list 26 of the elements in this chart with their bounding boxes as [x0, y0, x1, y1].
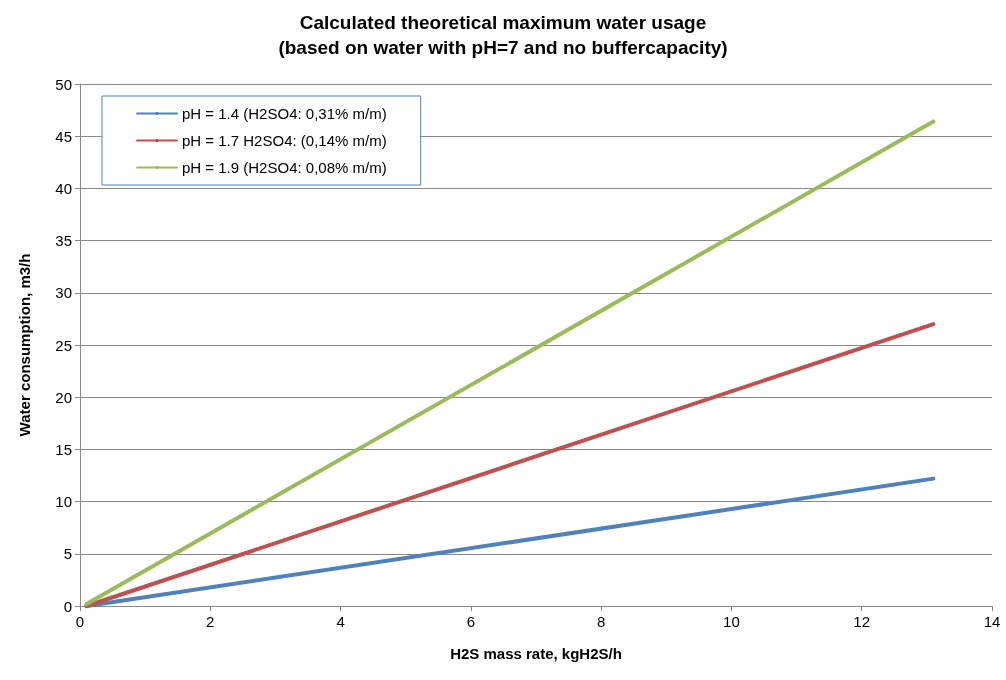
chart-title: Calculated theoretical maximum water usage: [299, 12, 707, 33]
x-tick-label: 0: [75, 613, 85, 630]
x-tick-label: 10: [723, 613, 740, 630]
y-tick-label: 20: [55, 388, 72, 406]
legend-label: pH = 1.9 (H2SO4: 0,08% m/m): [182, 159, 387, 176]
y-tick-label: 25: [55, 336, 72, 354]
y-tick-label: 10: [55, 493, 72, 511]
y-tick-label: 15: [55, 440, 72, 458]
x-tick-label: 8: [596, 613, 606, 630]
y-tick-label: 35: [55, 232, 72, 250]
legend-label: pH = 1.7 H2SO4: (0,14% m/m): [182, 132, 387, 149]
x-tick-label: 14: [983, 613, 1001, 630]
x-tick-label: 2: [206, 613, 215, 630]
x-tick-label: 12: [853, 613, 871, 630]
y-axis-title: Water consumption, m3/h: [16, 253, 33, 437]
y-tick-label: 30: [55, 284, 72, 302]
y-tick-label: 0: [63, 597, 72, 615]
y-tick-label: 40: [55, 179, 72, 197]
x-axis-title: H2S mass rate, kgH2S/h: [450, 645, 622, 662]
chart-subtitle: (based on water with pH=7 and no buffercapacity): [278, 37, 728, 58]
legend-label: pH = 1.4 (H2SO4: 0,31% m/m): [182, 105, 387, 122]
x-tick-label: 4: [336, 613, 345, 630]
y-tick-label: 5: [63, 545, 72, 563]
y-tick-label: 45: [55, 127, 72, 145]
y-tick-label: 50: [55, 75, 72, 93]
x-tick-label: 6: [466, 613, 476, 630]
